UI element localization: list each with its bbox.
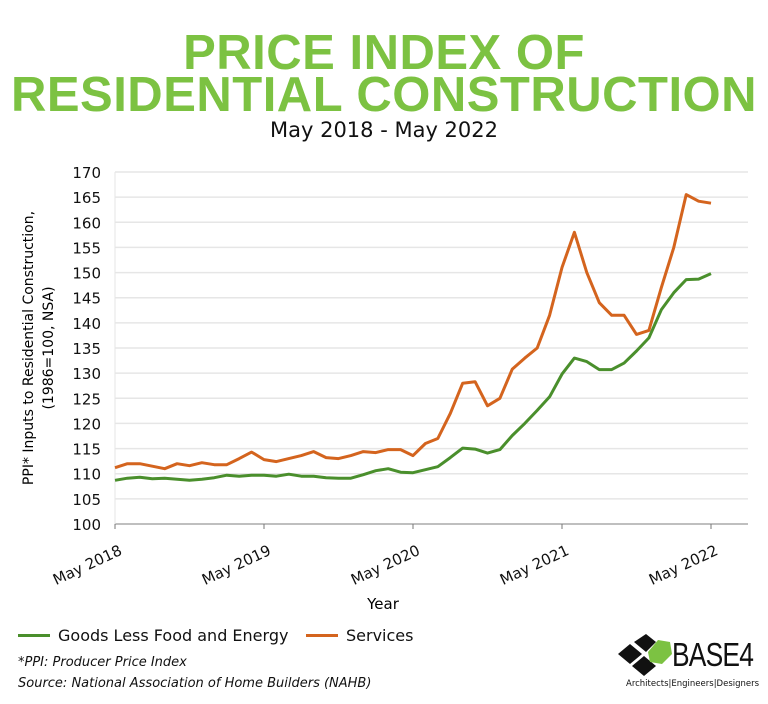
series-line-services	[114, 193, 712, 471]
legend-item-goods: Goods Less Food and Energy	[18, 626, 288, 645]
y-tick-label: 140	[72, 315, 101, 333]
x-tick-label: May 2020	[348, 541, 423, 589]
subtitle: May 2018 - May 2022	[270, 118, 498, 142]
base4-logo-icon	[618, 634, 672, 676]
logo-tagline: Architects|Engineers|Designers	[626, 679, 760, 689]
y-tick-label: 160	[72, 214, 101, 232]
y-tick-label: 105	[72, 491, 101, 509]
series-line-goods	[114, 272, 712, 482]
y-axis-label-line1: PPI* Inputs to Residential Construction,	[21, 211, 37, 485]
y-axis-label-line2: (1986=100, NSA)	[41, 286, 57, 409]
legend-swatch-services	[306, 634, 338, 637]
y-tick-label: 165	[72, 189, 101, 207]
logo-name: BASE4	[672, 636, 754, 673]
footnote-source: Source: National Association of Home Bui…	[18, 676, 372, 691]
title-line-2: RESIDENTIAL CONSTRUCTION	[10, 68, 758, 122]
y-tick-label: 145	[72, 290, 101, 308]
y-tick-label: 150	[72, 265, 101, 283]
x-axis-label: Year	[366, 595, 400, 613]
x-tick-label: May 2022	[646, 541, 721, 589]
x-tick-label: May 2018	[50, 541, 125, 589]
y-tick-label: 130	[72, 365, 101, 383]
legend-label-goods: Goods Less Food and Energy	[58, 626, 289, 645]
y-tick-label: 110	[72, 466, 101, 484]
y-tick-label: 135	[72, 340, 101, 358]
y-tick-label: 170	[72, 164, 101, 182]
y-tick-label: 155	[72, 239, 101, 257]
legend-label-services: Services	[346, 626, 414, 645]
legend-swatch-goods	[18, 634, 50, 637]
y-tick-label: 125	[72, 390, 101, 408]
legend-item-services: Services	[306, 626, 413, 645]
footnote-ppi: *PPI: Producer Price Index	[18, 655, 187, 670]
x-tick-label: May 2021	[497, 541, 572, 589]
y-tick-label: 115	[72, 441, 101, 459]
y-tick-label: 100	[72, 516, 101, 534]
y-tick-label: 120	[72, 415, 101, 433]
title-line-1: PRICE INDEX OF	[183, 26, 585, 80]
x-tick-label: May 2019	[199, 541, 274, 589]
